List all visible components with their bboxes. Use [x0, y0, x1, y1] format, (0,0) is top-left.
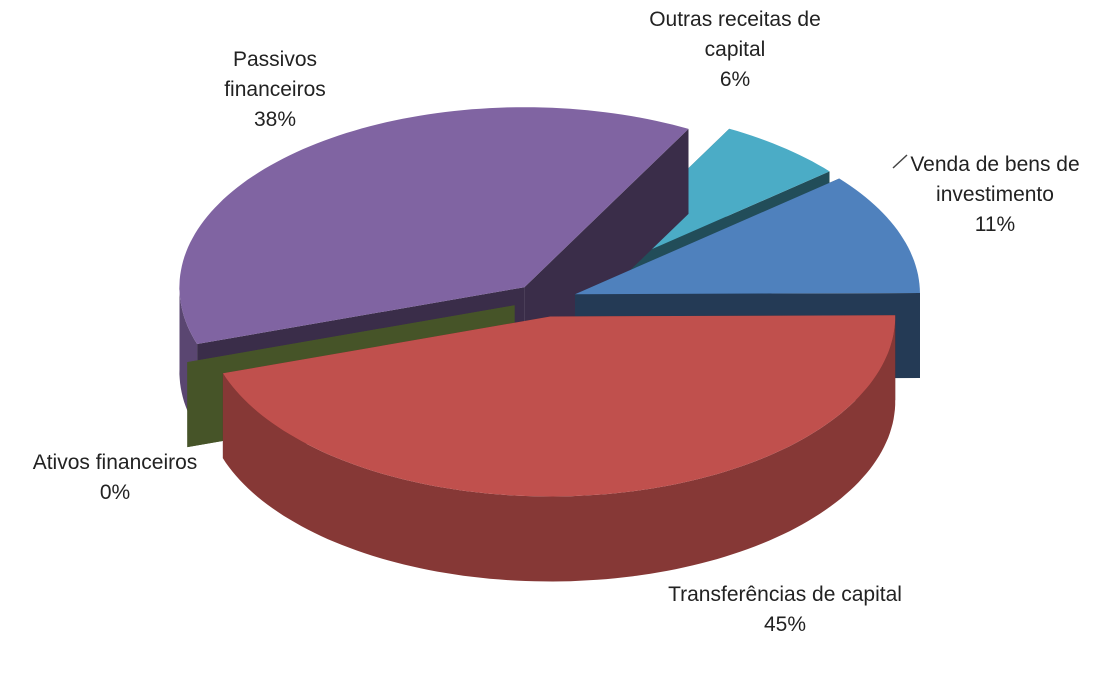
- data-label: Transferências de capital 45%: [665, 580, 905, 640]
- data-label: Ativos financeiros 0%: [0, 448, 230, 508]
- value-label: 38%: [253, 108, 297, 131]
- data-label: Outras receitas de capital 6%: [625, 5, 845, 95]
- value-label: 11%: [974, 213, 1016, 236]
- slice: [222, 315, 896, 497]
- leader-line: [892, 154, 908, 169]
- category-name: Passivos financeiros: [224, 48, 326, 101]
- slice: [179, 107, 689, 344]
- category-name: Outras receitas de capital: [649, 8, 821, 61]
- slice-wall: [222, 315, 896, 582]
- value-label: 0%: [99, 481, 131, 504]
- data-label: Venda de bens de investimento 11%: [900, 150, 1090, 240]
- slice-side: [524, 128, 689, 373]
- slice: [575, 178, 920, 295]
- value-label: 45%: [763, 613, 807, 636]
- category-name: Ativos financeiros: [32, 451, 198, 474]
- data-label: Passivos financeiros 38%: [200, 45, 350, 135]
- value-label: 6%: [719, 68, 751, 91]
- category-name: Transferências de capital: [668, 583, 902, 606]
- category-name: Venda de bens de investimento: [910, 153, 1080, 206]
